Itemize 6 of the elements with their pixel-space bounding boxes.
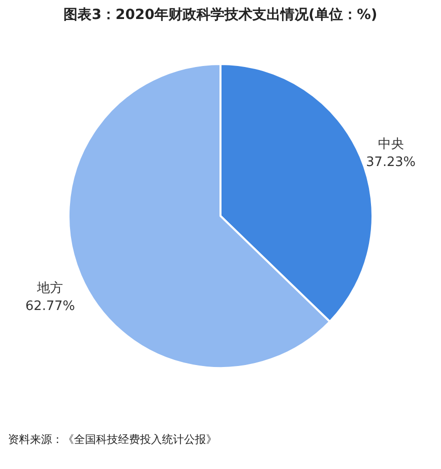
slice-label: 中央 xyxy=(378,136,404,152)
text: 资料来源：《全国科技经费投入统计公报》 xyxy=(8,432,217,447)
chart-title: 图表3：2020年财政科学技术支出情况(单位：%) xyxy=(64,7,378,23)
slice-label: 地方 xyxy=(36,280,64,296)
data-label: 37.23% xyxy=(366,154,416,170)
data-label: 62.77% xyxy=(25,299,75,314)
